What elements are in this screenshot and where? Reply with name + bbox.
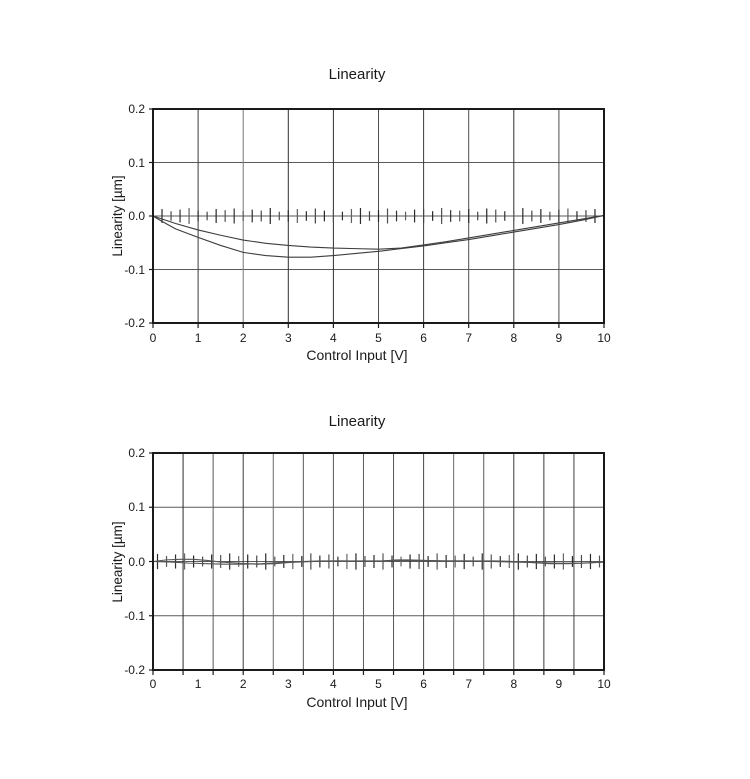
y-tick-label: 0.0	[128, 554, 145, 569]
plot-border	[152, 452, 605, 671]
x-tick-label: 6	[420, 677, 427, 691]
x-tick-label: 5	[375, 677, 382, 691]
x-tick-label: 10	[597, 677, 611, 691]
x-tick-label: 3	[284, 677, 292, 691]
y-tick-label: 0.2	[128, 446, 145, 460]
x-tick-label: 9	[555, 331, 563, 345]
chart-title: Linearity	[328, 66, 386, 83]
y-tick-label: -0.1	[124, 608, 145, 623]
x-tick-label: 2	[239, 331, 247, 345]
plot-border	[152, 108, 605, 324]
x-tick-label: 0	[149, 331, 157, 345]
x-tick-label: 1	[194, 677, 202, 691]
x-tick-label: 4	[330, 331, 337, 345]
x-axis-title: Control Input [V]	[306, 347, 408, 363]
plot-area	[149, 108, 605, 328]
y-tick-label: 0.1	[128, 155, 145, 170]
y-tick-label: -0.1	[124, 262, 145, 277]
x-tick-label: 8	[510, 331, 518, 345]
x-tick-label: 10	[597, 331, 611, 345]
plot-area	[149, 452, 605, 675]
y-tick-label: 0.1	[128, 500, 145, 515]
series-closed-loop-trace-2	[152, 559, 605, 565]
x-tick-label: 3	[284, 331, 292, 345]
chart-title: Linearity	[328, 413, 386, 430]
x-tick-label: 0	[149, 677, 157, 691]
y-tick-label: 0.0	[128, 209, 145, 223]
x-tick-label: 9	[555, 677, 563, 691]
x-tick-label: 6	[420, 331, 427, 345]
x-tick-label: 8	[510, 677, 518, 691]
series-hysteresis-lower-branch	[152, 214, 605, 258]
series-hysteresis-upper-branch	[152, 214, 605, 250]
x-axis-title: Control Input [V]	[306, 694, 408, 710]
x-tick-label: 2	[239, 677, 247, 691]
y-tick-label: -0.2	[124, 663, 145, 677]
x-tick-label: 4	[330, 677, 337, 691]
x-tick-label: 7	[465, 331, 473, 345]
x-tick-label: 1	[194, 331, 202, 345]
x-tick-label: 7	[465, 677, 473, 691]
y-tick-label: -0.2	[124, 316, 145, 330]
x-tick-label: 5	[375, 331, 382, 345]
y-tick-label: 0.2	[128, 102, 145, 116]
